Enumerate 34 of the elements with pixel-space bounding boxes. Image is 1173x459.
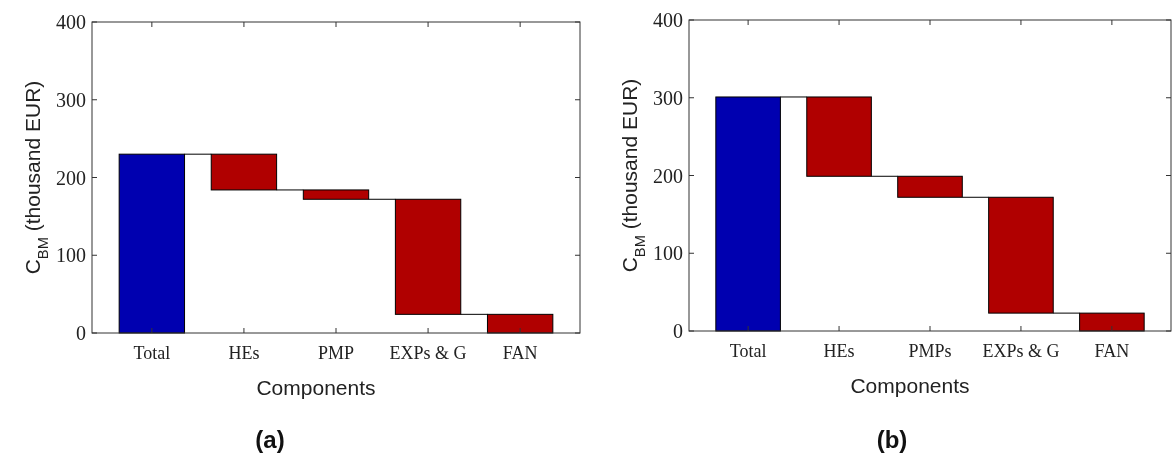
x-tick-label: Total [729, 341, 767, 361]
bar [394, 198, 462, 315]
y-tick-label: 400 [56, 11, 86, 33]
x-tick-label: FAN [502, 343, 538, 363]
bar [806, 96, 872, 177]
x-tick-label: EXPs & G [982, 341, 1060, 361]
bar [118, 153, 186, 334]
bar [302, 189, 370, 200]
y-tick-label: 400 [653, 9, 683, 31]
y-tick-label: 100 [653, 242, 683, 265]
x-tick-label: EXPs & G [389, 343, 467, 363]
y-tick-label: 200 [56, 166, 86, 189]
bar [715, 96, 781, 332]
x-axis-title: Components [256, 376, 376, 399]
y-tick-label: 200 [653, 164, 683, 187]
text: (b) [876, 426, 908, 453]
y-tick-label: 100 [56, 244, 86, 267]
bar [897, 175, 963, 198]
x-tick-label: PMP [317, 343, 355, 363]
x-tick-label: HEs [228, 343, 260, 363]
bar [988, 196, 1054, 314]
x-tick-label: FAN [1094, 341, 1130, 361]
x-axis-title: Components [850, 374, 970, 397]
y-tick-label: 0 [673, 320, 683, 342]
text: (a) [255, 426, 285, 453]
y-tick-label: 0 [76, 322, 86, 344]
bar [486, 313, 554, 334]
y-tick-label: 300 [653, 86, 683, 109]
bar [210, 153, 278, 191]
x-tick-label: PMPs [908, 341, 952, 361]
y-tick-label: 300 [56, 88, 86, 111]
x-tick-label: Total [133, 343, 171, 363]
bar [1079, 312, 1145, 332]
x-tick-label: HEs [823, 341, 855, 361]
